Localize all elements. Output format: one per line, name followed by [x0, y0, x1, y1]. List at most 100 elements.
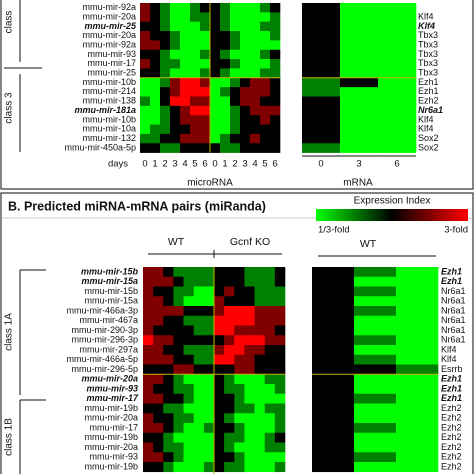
heatmap-cell — [163, 442, 174, 453]
heatmap-cell — [163, 462, 174, 473]
mirna-label: mmu-mir-214 — [82, 86, 136, 96]
heatmap-cell — [224, 384, 235, 395]
class-label: class — [4, 11, 15, 34]
heatmap-cell — [170, 105, 181, 116]
heatmap-cell — [193, 286, 205, 297]
heatmap-cell — [354, 384, 397, 395]
heatmap-cell — [250, 49, 261, 60]
heatmap-cell — [264, 286, 276, 297]
heatmap-cell — [244, 325, 255, 336]
heatmap-cell — [210, 3, 221, 13]
heatmap-cell — [143, 403, 154, 414]
heatmap-cell — [173, 306, 184, 317]
heatmap-cell — [214, 325, 225, 336]
target-label: Ezh1 — [441, 383, 462, 393]
heatmap-cell — [190, 31, 201, 41]
heatmap-cell — [163, 452, 174, 463]
heatmap-cell — [210, 105, 221, 116]
heatmap-cell — [203, 315, 215, 326]
target-label: Tbx3 — [418, 68, 438, 78]
heatmap-cell — [153, 403, 164, 414]
heatmap-cell — [234, 432, 245, 443]
heatmap-cell — [302, 105, 341, 116]
heatmap-cell — [270, 68, 281, 79]
mirna-label: mmu-mir-132 — [82, 133, 136, 143]
heatmap-cell — [302, 87, 341, 97]
heatmap-cell — [264, 267, 276, 278]
heatmap-cell — [160, 49, 171, 60]
heatmap-cell — [250, 143, 261, 153]
heatmap-cell — [173, 267, 184, 278]
heatmap-cell — [340, 77, 379, 88]
target-label: Ezh1 — [441, 276, 462, 286]
mirna-label: mmu-mir-466a-3p — [66, 305, 138, 315]
mirna-label: mmu-mir-20a — [82, 11, 136, 21]
heatmap-cell — [220, 49, 231, 60]
heatmap-cell — [250, 77, 261, 88]
heatmap-cell — [378, 124, 417, 135]
heatmap-cell — [354, 267, 397, 278]
day-tick-label: 3 — [242, 159, 247, 170]
heatmap-cell — [150, 133, 161, 144]
heatmap-cell — [140, 40, 151, 51]
heatmap-cell — [180, 3, 191, 13]
mirna-label: mmu-mir-15b — [81, 266, 139, 276]
heatmap-cell — [230, 59, 241, 69]
target-label: Ezh2 — [441, 461, 462, 471]
heatmap-cell — [224, 296, 235, 307]
heatmap-cell — [240, 12, 251, 22]
heatmap-cell — [220, 12, 231, 22]
heatmap-cell — [396, 452, 439, 463]
heatmap-cell — [203, 335, 215, 346]
heatmap-cell — [170, 96, 181, 107]
heatmap-cell — [200, 124, 211, 135]
heatmap-cell — [163, 403, 174, 414]
heatmap-cell — [143, 423, 154, 434]
heatmap-cell — [354, 315, 397, 326]
heatmap-cell — [264, 345, 276, 356]
heatmap-cell — [250, 59, 261, 69]
heatmap-cell — [193, 325, 205, 336]
heatmap-cell — [203, 296, 215, 307]
heatmap-cell — [264, 335, 276, 346]
heatmap-cell — [396, 364, 439, 375]
heatmap-cell — [203, 325, 215, 336]
heatmap-cell — [210, 49, 221, 60]
heatmap-cell — [203, 432, 215, 443]
heatmap-cell — [140, 143, 151, 153]
heatmap-cell — [224, 432, 235, 443]
heatmap-cell — [153, 296, 164, 307]
heatmap-cell — [244, 364, 255, 375]
heatmap-cell — [143, 325, 154, 336]
heatmap-cell — [173, 384, 184, 395]
heatmap-cell — [302, 143, 341, 153]
heatmap-cell — [200, 12, 211, 22]
heatmap-cell — [173, 393, 184, 404]
heatmap-cell — [224, 442, 235, 453]
heatmap-cell — [244, 286, 255, 297]
heatmap-cell — [354, 423, 397, 434]
heatmap-cell — [274, 335, 286, 346]
heatmap-cell — [224, 403, 235, 414]
legend-title: Expression Index — [354, 196, 431, 207]
heatmap-cell — [224, 452, 235, 463]
panel-b-title: B. Predicted miRNA-mRNA pairs (miRanda) — [8, 199, 266, 213]
mirna-label: mmu-mir-20a — [84, 442, 138, 452]
heatmap-cell — [230, 31, 241, 41]
heatmap-cell — [214, 354, 225, 365]
heatmap-cell — [234, 315, 245, 326]
heatmap-cell — [240, 133, 251, 144]
heatmap-cell — [354, 462, 397, 473]
heatmap-cell — [150, 143, 161, 153]
heatmap-cell — [312, 462, 355, 473]
heatmap-cell — [312, 306, 355, 317]
heatmap-cell — [180, 68, 191, 79]
heatmap-cell — [143, 413, 154, 424]
heatmap-cell — [163, 432, 174, 443]
heatmap-cell — [396, 393, 439, 404]
heatmap-cell — [183, 423, 195, 434]
heatmap-cell — [160, 59, 171, 69]
heatmap-cell — [140, 124, 151, 135]
target-label: Ezh2 — [441, 422, 462, 432]
